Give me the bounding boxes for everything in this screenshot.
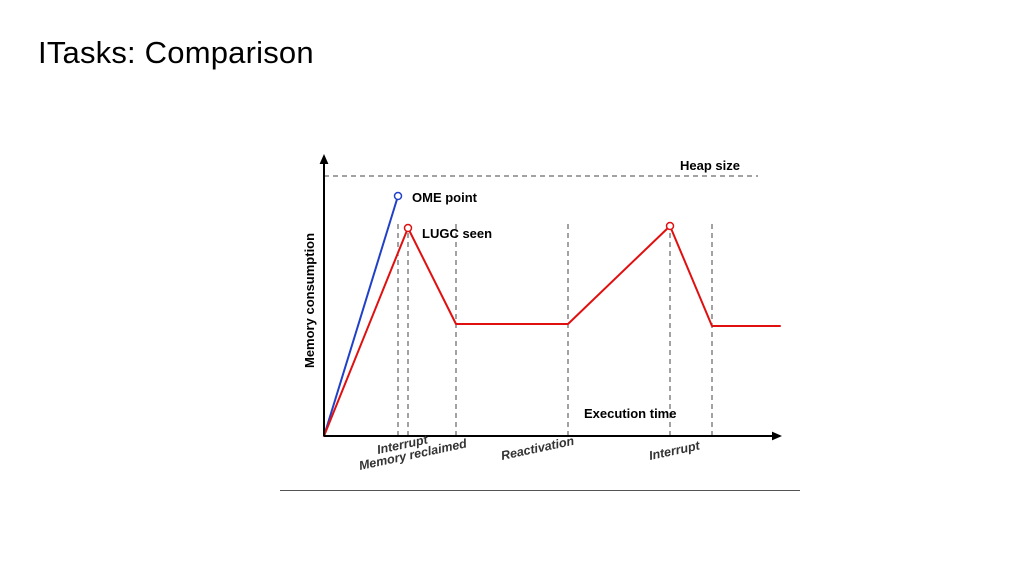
ome-point-marker <box>395 193 402 200</box>
y-axis-label: Memory consumption <box>302 233 317 368</box>
chart-underline <box>280 490 800 491</box>
lugc-marker-2 <box>667 223 674 230</box>
memory-chart: Heap size OME point LUGC seen Memory consum… <box>280 140 800 480</box>
lugc-marker-1 <box>405 225 412 232</box>
heap-size-label: Heap size <box>680 158 740 173</box>
x-tick-label-2: Reactivation <box>500 434 576 463</box>
slide-title: ITasks: Comparison <box>38 35 314 71</box>
lugc-seen-label: LUGC seen <box>422 226 492 241</box>
ome-line <box>324 196 398 436</box>
x-tick-label-3: Interrupt <box>648 438 702 463</box>
chart-svg: Heap size OME point LUGC seen Memory consum… <box>280 140 800 480</box>
ome-point-label: OME point <box>412 190 478 205</box>
x-axis-label: Execution time <box>584 406 676 421</box>
